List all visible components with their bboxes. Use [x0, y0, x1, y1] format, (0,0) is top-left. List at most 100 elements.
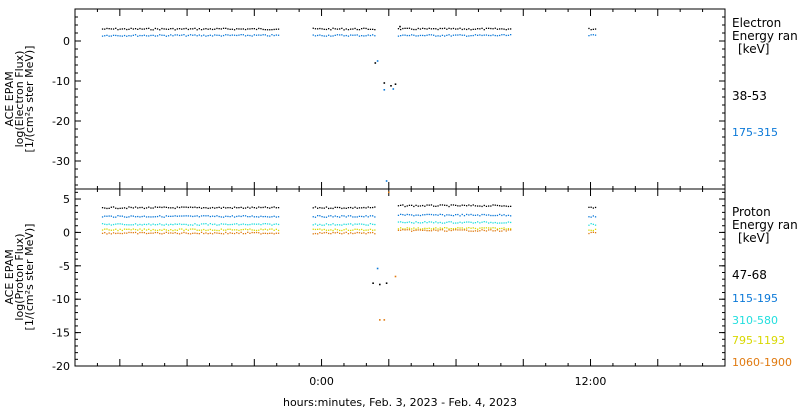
- data-point: [189, 224, 192, 226]
- data-point: [328, 34, 330, 36]
- data-point: [225, 223, 227, 225]
- data-point: [139, 231, 141, 234]
- data-point: [178, 206, 181, 209]
- data-point: [463, 34, 466, 36]
- data-point: [128, 35, 130, 37]
- data-point: [121, 28, 123, 30]
- data-point: [477, 230, 479, 232]
- data-point: [134, 223, 137, 225]
- data-point: [275, 207, 277, 209]
- data-point: [196, 207, 198, 209]
- data-point: [314, 28, 317, 30]
- data-point: [178, 215, 181, 217]
- data-point: [354, 228, 356, 230]
- data-point: [507, 214, 510, 216]
- data-point: [233, 223, 236, 225]
- data-point: [260, 233, 262, 235]
- data-point: [216, 232, 218, 234]
- data-point: [229, 223, 231, 226]
- data-point: [150, 29, 152, 31]
- data-point: [433, 222, 435, 224]
- data-point: [492, 34, 494, 36]
- y-tick-label: -10: [52, 293, 70, 306]
- data-point: [229, 34, 231, 37]
- data-point: [408, 34, 411, 37]
- data-point: [108, 28, 110, 30]
- data-point: [242, 215, 244, 217]
- data-point: [433, 214, 435, 216]
- data-point: [488, 205, 490, 207]
- data-point: [594, 224, 597, 226]
- data-point: [225, 27, 227, 29]
- x-tick-label: 12:00: [575, 375, 607, 388]
- data-point: [415, 228, 417, 230]
- data-point: [244, 35, 247, 37]
- data-point: [590, 216, 592, 218]
- data-point: [167, 215, 170, 217]
- data-point: [123, 28, 126, 30]
- data-point: [132, 28, 134, 30]
- data-point: [328, 28, 330, 30]
- data-point: [247, 231, 249, 233]
- data-point: [404, 222, 406, 224]
- data-point: [472, 34, 474, 37]
- data-point: [121, 35, 123, 37]
- data-point: [404, 229, 406, 231]
- data-point: [361, 223, 363, 225]
- x-tick-label: 0:00: [309, 375, 334, 388]
- data-point: [433, 205, 435, 207]
- data-point: [264, 34, 266, 36]
- data-point: [446, 28, 448, 30]
- data-point: [314, 216, 317, 218]
- data-point: [417, 222, 419, 224]
- data-point: [121, 215, 123, 217]
- data-point: [345, 231, 347, 233]
- data-point: [437, 35, 439, 37]
- data-point: [101, 35, 104, 37]
- data-point: [181, 215, 183, 217]
- data-point: [174, 215, 176, 217]
- data-point: [367, 229, 369, 231]
- data-point: [154, 231, 156, 234]
- data-point: [174, 223, 176, 225]
- data-point: [441, 34, 444, 36]
- data-point: [466, 28, 468, 31]
- data-point: [123, 224, 126, 226]
- data-point: [430, 34, 433, 36]
- data-point: [450, 204, 452, 206]
- data-point: [503, 222, 505, 224]
- data-point: [176, 215, 178, 217]
- data-point: [424, 227, 426, 229]
- data-point: [128, 224, 130, 226]
- data-point: [483, 213, 485, 216]
- data-point: [376, 267, 379, 270]
- data-point: [240, 231, 242, 233]
- data-point: [238, 34, 240, 36]
- data-point: [507, 205, 510, 208]
- data-point: [369, 223, 372, 225]
- data-point: [249, 216, 251, 218]
- data-point: [176, 229, 178, 231]
- data-point: [277, 232, 280, 234]
- data-point: [312, 216, 314, 218]
- data-point: [406, 34, 408, 37]
- data-point: [227, 34, 229, 36]
- data-point: [189, 233, 192, 235]
- data-point: [152, 228, 154, 231]
- data-point: [435, 35, 437, 37]
- data-point: [496, 228, 499, 230]
- data-point: [189, 215, 192, 217]
- data-point: [374, 216, 376, 218]
- data-point: [397, 221, 400, 223]
- data-point: [448, 214, 450, 216]
- data-point: [172, 207, 174, 209]
- data-point: [408, 227, 411, 229]
- data-point: [194, 27, 196, 29]
- data-point: [196, 29, 198, 31]
- data-point: [339, 224, 341, 226]
- data-point: [428, 230, 430, 232]
- data-point: [481, 205, 483, 208]
- data-point: [262, 216, 264, 218]
- data-point: [483, 29, 485, 31]
- data-point: [218, 206, 220, 208]
